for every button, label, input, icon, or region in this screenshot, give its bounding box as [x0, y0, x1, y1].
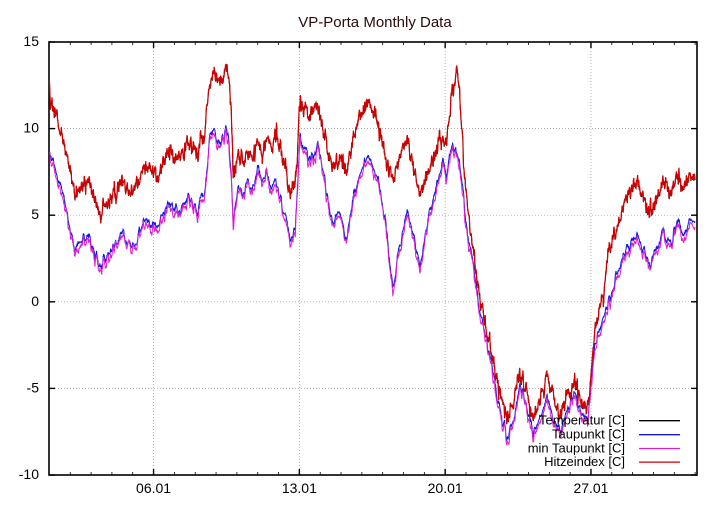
- svg-text:-10: -10: [19, 466, 39, 482]
- svg-text:20.01: 20.01: [428, 480, 463, 496]
- svg-text:-5: -5: [27, 379, 40, 395]
- svg-text:13.01: 13.01: [282, 480, 317, 496]
- svg-text:15: 15: [23, 33, 39, 49]
- svg-text:Taupunkt [C]: Taupunkt [C]: [552, 427, 625, 442]
- svg-text:0: 0: [31, 293, 39, 309]
- svg-text:06.01: 06.01: [136, 480, 171, 496]
- svg-text:5: 5: [31, 206, 39, 222]
- svg-text:10: 10: [23, 120, 39, 136]
- svg-text:Temperatur [C]: Temperatur [C]: [539, 413, 625, 428]
- svg-text:Hitzeindex [C]: Hitzeindex [C]: [544, 454, 625, 469]
- svg-text:VP-Porta Monthly Data: VP-Porta Monthly Data: [298, 14, 452, 31]
- svg-text:27.01: 27.01: [573, 480, 608, 496]
